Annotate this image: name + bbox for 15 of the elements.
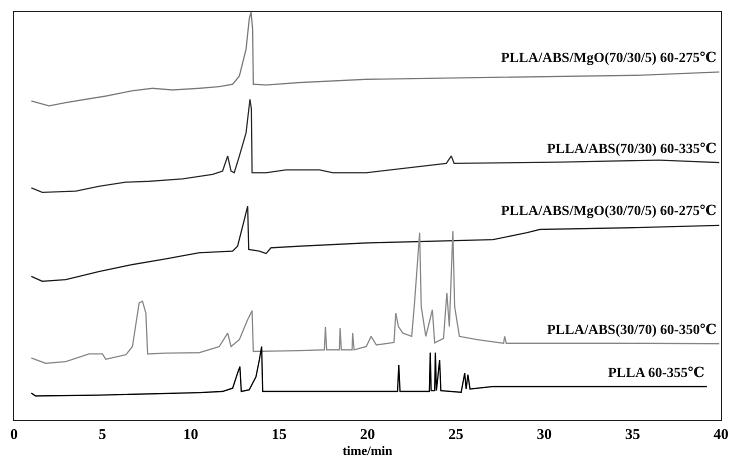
x-tick-label: 30 [536, 427, 552, 444]
series-label: PLLA 60-355℃ [608, 366, 705, 381]
x-tick-label: 5 [98, 427, 106, 444]
x-tick-label: 20 [360, 427, 375, 444]
x-tick-label: 0 [10, 427, 18, 444]
series-label: PLLA/ABS(30/70) 60-350℃ [547, 323, 717, 338]
x-tick-label: 15 [272, 427, 287, 444]
x-tick-label: 35 [625, 427, 640, 444]
series-label: PLLA/ABS/MgO(30/70/5) 60-275℃ [501, 204, 717, 219]
series-label: PLLA/ABS(70/30) 60-335℃ [547, 142, 717, 157]
x-tick-label: 40 [714, 427, 728, 444]
x-tick-label: 25 [448, 427, 464, 444]
series-label: PLLA/ABS/MgO(70/30/5) 60-275℃ [501, 51, 717, 66]
x-axis-title: time/min [342, 443, 394, 458]
x-tick-label: 10 [183, 427, 198, 444]
